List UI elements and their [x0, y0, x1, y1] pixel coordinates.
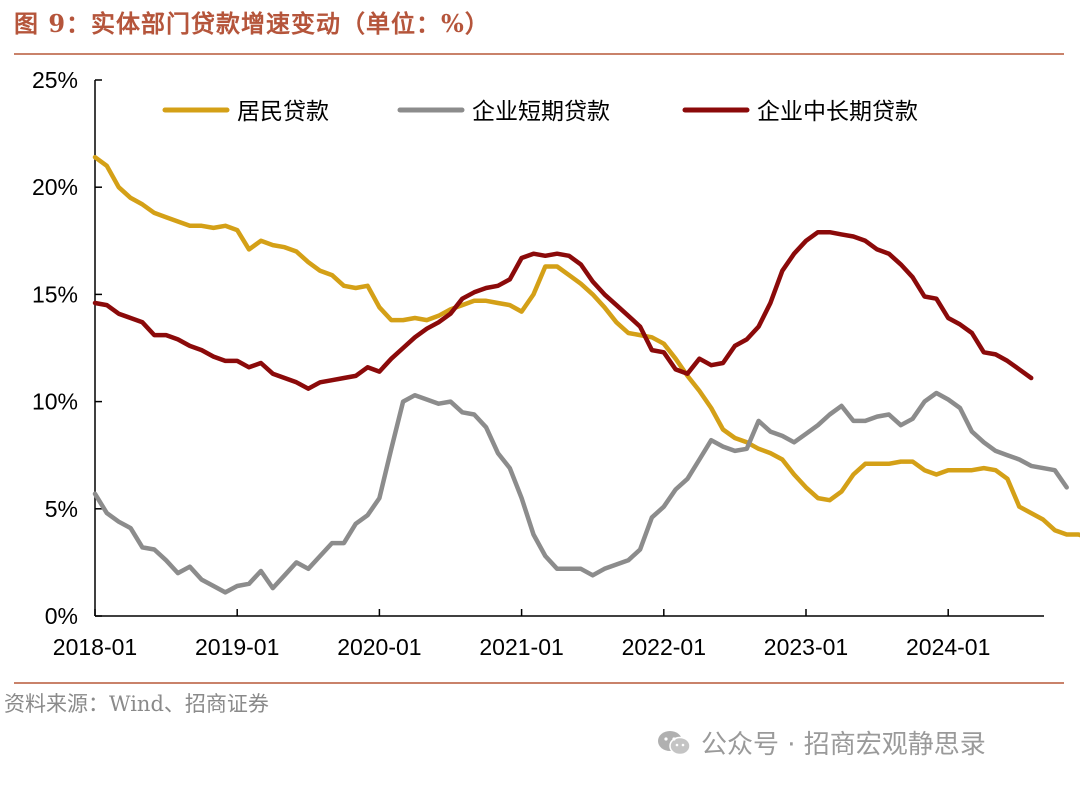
legend-label-3: 企业中长期贷款 [757, 99, 918, 125]
chart-series [92, 154, 1080, 595]
wechat-icon [658, 730, 691, 755]
bottom-divider [14, 682, 1064, 684]
series-line-3 [92, 229, 1034, 391]
y-tick-label: 10% [32, 389, 78, 415]
x-tick-label: 2019-01 [195, 634, 279, 660]
x-tick-label: 2020-01 [337, 634, 421, 660]
y-tick-label: 5% [45, 496, 78, 522]
y-tick-label: 20% [32, 174, 78, 200]
watermark-text: 公众号 · 招商宏观静思录 [701, 730, 986, 760]
title-divider [14, 53, 1064, 55]
watermark: 公众号 · 招商宏观静思录 [655, 724, 986, 761]
legend-label-2: 企业短期贷款 [472, 99, 610, 125]
legend-label-1: 居民贷款 [237, 99, 329, 125]
y-tick-label: 25% [32, 67, 78, 93]
y-tick-label: 15% [32, 281, 78, 307]
y-tick-label: 0% [45, 603, 78, 629]
x-tick-label: 2023-01 [764, 634, 848, 660]
x-tick-label: 2021-01 [479, 634, 563, 660]
chart-axes: 0% 5% 10% 15% 20% 25% 2018-01 2019-01 2020-01 202… [32, 67, 1044, 660]
x-tick-label: 2024-01 [906, 634, 990, 660]
x-tick-label: 2022-01 [622, 634, 706, 660]
series-line-2 [92, 390, 1069, 595]
source-note: 资料来源：Wind、招商证券 [4, 692, 269, 716]
x-tick-label: 2018-01 [53, 634, 137, 660]
line-chart: 0% 5% 10% 15% 20% 25% 2018-01 2019-01 2020-01 202… [32, 67, 1080, 660]
figure-title: 图 9：实体部门贷款增速变动（单位：%） [14, 9, 490, 38]
chart-legend: 居民贷款 企业短期贷款 企业中长期贷款 [162, 99, 918, 125]
series-line-1 [92, 154, 1080, 538]
